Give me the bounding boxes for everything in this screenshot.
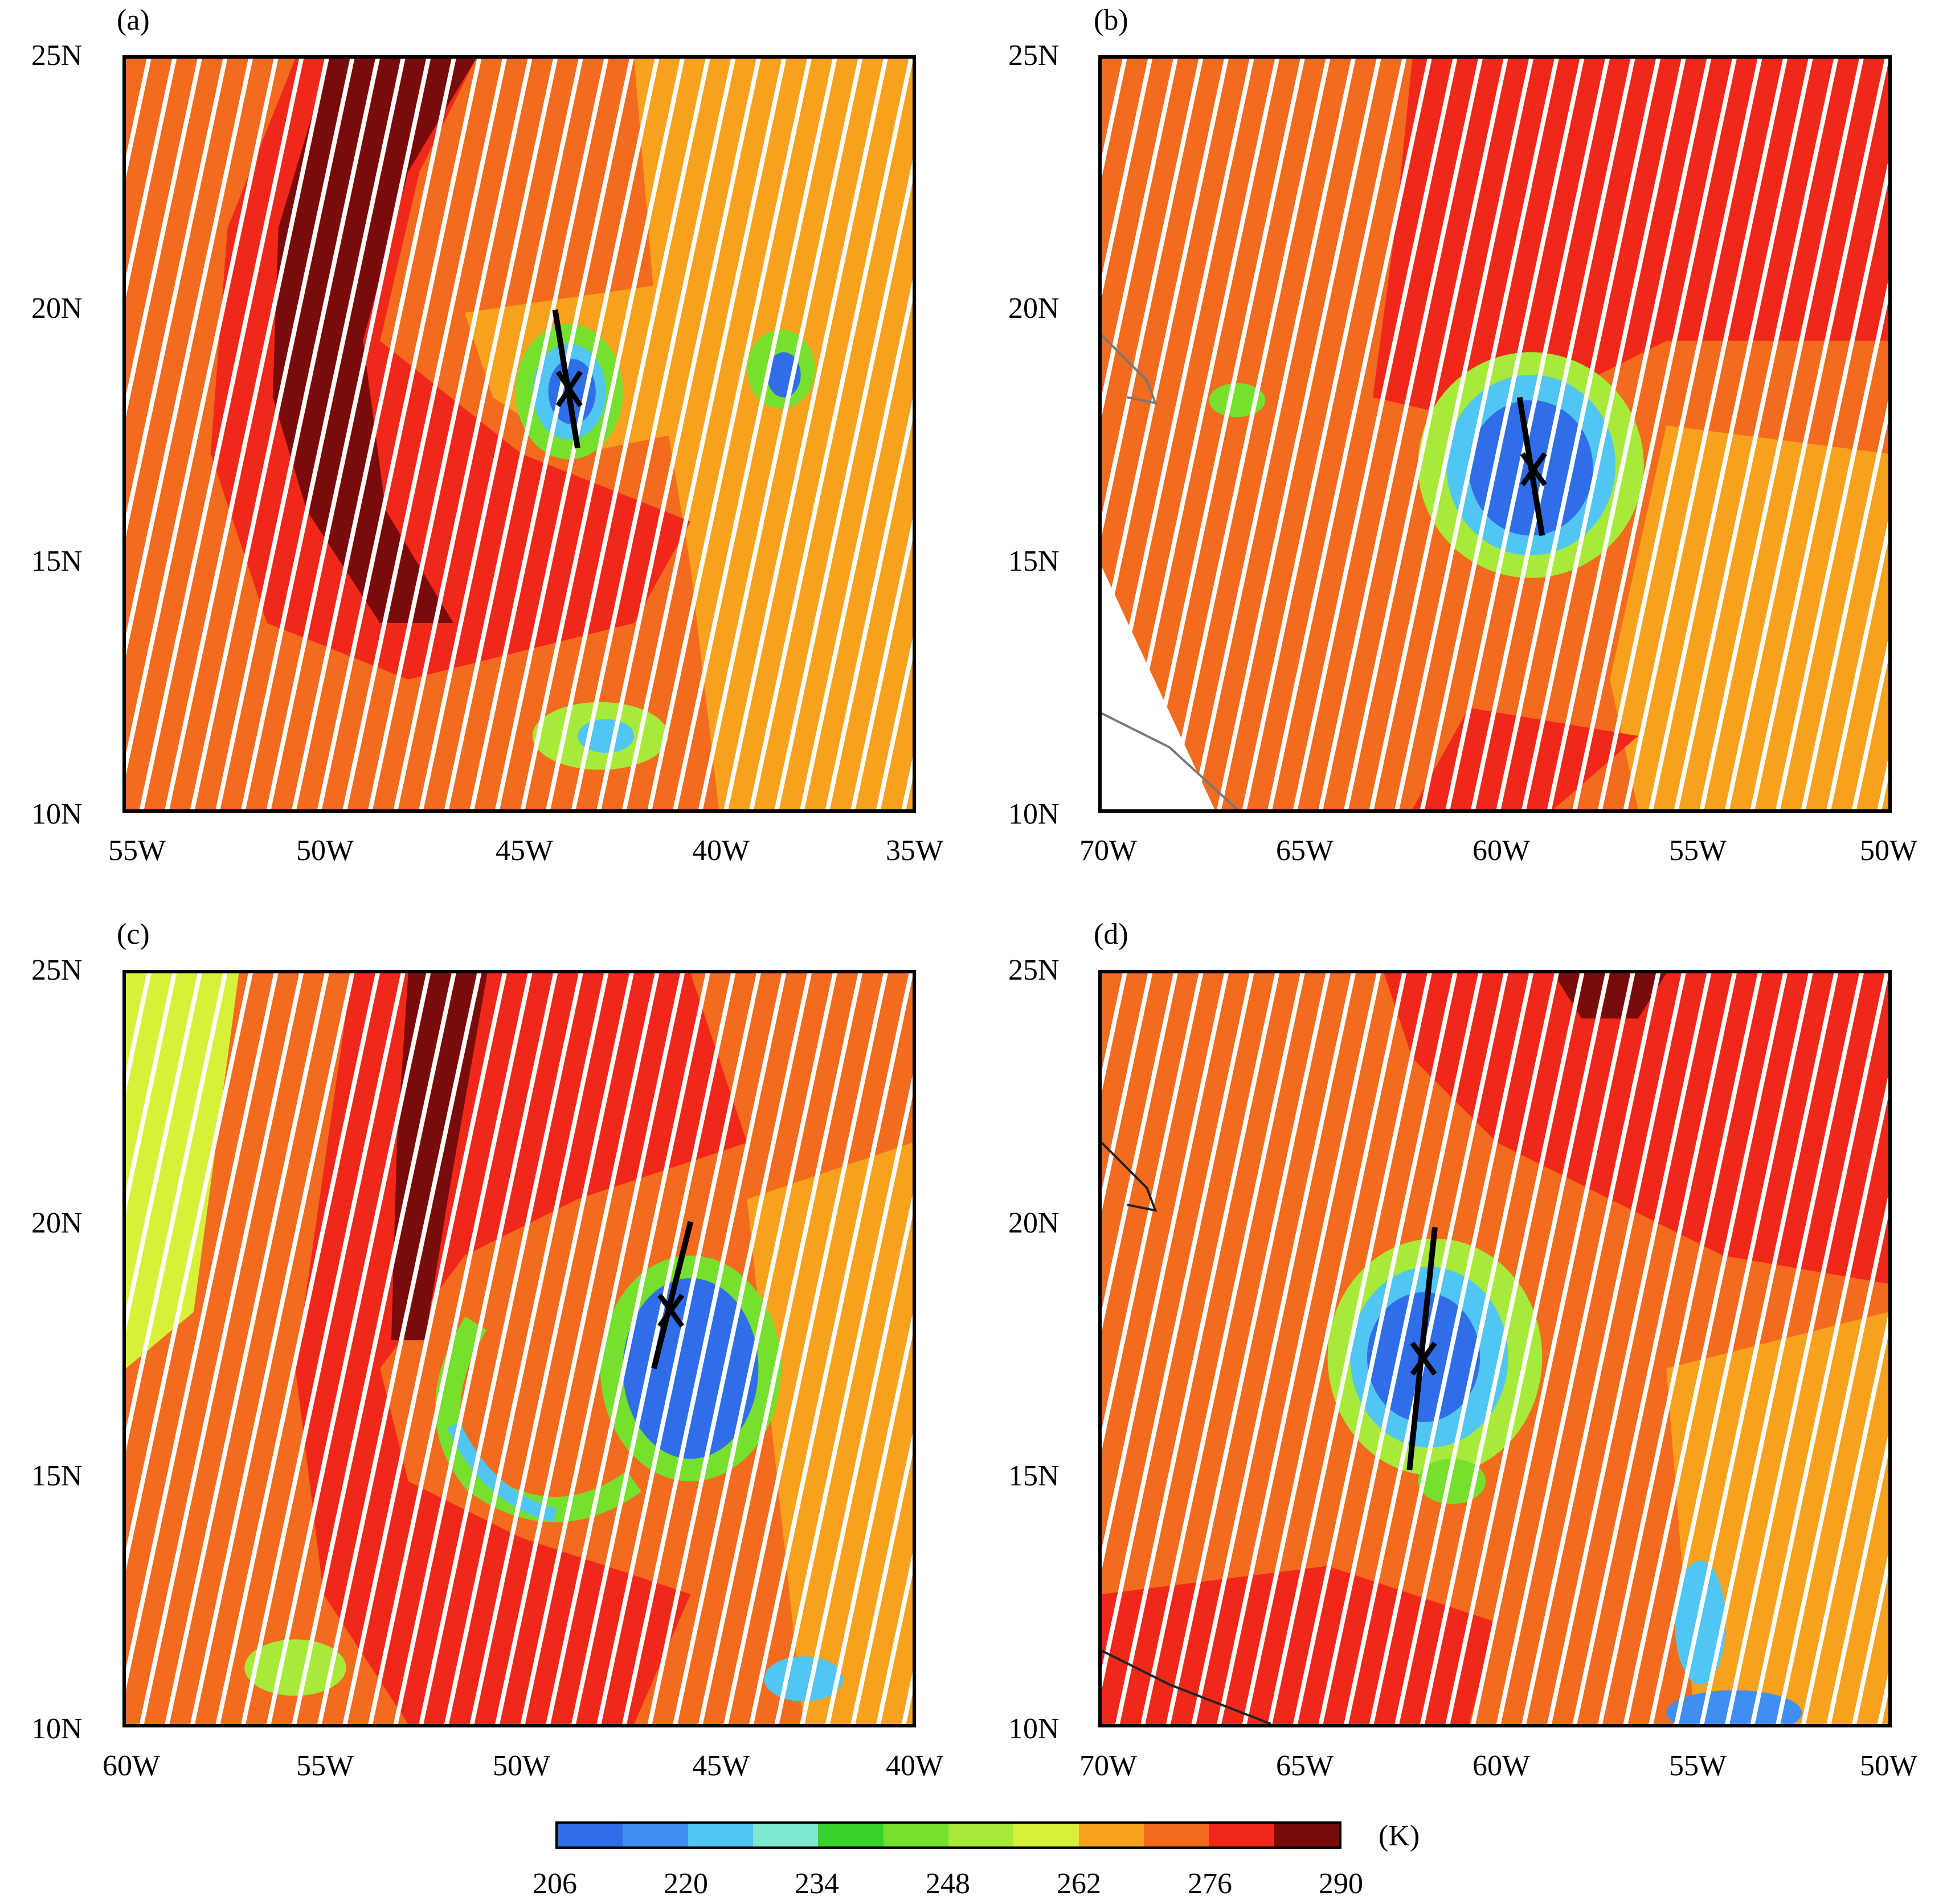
panel-d-lon-tick: 65W [1276,1750,1334,1782]
panel-a-lon-tick: 40W [692,834,750,867]
panel-b-label: (b) [1094,4,1128,36]
panel-a-lat-tick: 25N [31,39,83,72]
panel-c-lon-tick: 45W [692,1750,750,1782]
colorbar-swatch [1078,1824,1144,1846]
panel-d-label: (d) [1094,918,1128,951]
colorbar-swatch [818,1824,884,1846]
panel-a-map [122,55,916,813]
panel-c-lon-tick: 60W [103,1750,161,1782]
colorbar-tick: 290 [1319,1868,1363,1900]
panel-a-lon-tick: 45W [496,834,554,867]
panel-d-field [1102,973,1888,1724]
panel-d-lon-tick: 70W [1079,1750,1138,1782]
panel-a-lon-tick: 35W [886,834,944,867]
colorbar-tick: 220 [664,1868,708,1900]
panel-b-lon-tick: 70W [1079,834,1138,867]
panel-a-label: (a) [117,4,150,36]
colorbar-swatch [948,1824,1014,1846]
panel-b-lon-tick: 55W [1669,834,1727,867]
panel-a-field [126,59,913,809]
colorbar-swatch [623,1824,688,1846]
panel-b-lat-tick: 20N [1008,292,1060,325]
panel-d-lon-tick: 60W [1473,1750,1531,1782]
panel-d-map [1098,970,1892,1727]
panel-d-lon-tick: 50W [1860,1750,1918,1782]
panel-c-lat-tick: 20N [31,1207,83,1239]
panel-c-lat-tick: 25N [31,954,83,986]
panel-b-lon-tick: 60W [1473,834,1531,867]
colorbar-swatch [1274,1824,1339,1846]
colorbar-swatches [558,1824,1339,1846]
panel-b-lat-tick: 25N [1008,39,1060,72]
panel-d-lat-tick: 20N [1008,1207,1060,1239]
colorbar-tick: 262 [1057,1868,1101,1900]
panel-c-map [122,970,916,1727]
colorbar-tick: 206 [533,1868,577,1900]
panel-c-lon-tick: 55W [296,1750,354,1782]
colorbar-tick: 248 [926,1868,970,1900]
panel-c-lon-tick: 50W [493,1750,551,1782]
colorbar-tick: 276 [1188,1868,1232,1900]
panel-b-lon-tick: 50W [1860,834,1918,867]
panel-c-field [126,973,913,1724]
panel-d-lat-tick: 10N [1008,1713,1060,1745]
panel-c-lon-tick: 40W [886,1750,944,1782]
colorbar-swatch [1013,1824,1079,1846]
colorbar-swatch [1143,1824,1209,1846]
panel-d-lat-tick: 15N [1008,1460,1060,1492]
panel-b-map [1098,55,1892,813]
panel-b-lon-tick: 65W [1276,834,1334,867]
panel-d-lon-tick: 55W [1669,1750,1727,1782]
colorbar-unit: (K) [1379,1820,1420,1852]
panel-c-lat-tick: 15N [31,1460,83,1492]
colorbar-swatch [688,1824,753,1846]
panel-c-lat-tick: 10N [31,1713,83,1745]
panel-c-label: (c) [117,918,150,951]
panel-b-field [1102,59,1888,809]
panel-a-lat-tick: 20N [31,292,83,325]
panel-b-lat-tick: 15N [1008,545,1060,578]
colorbar-swatch [883,1824,948,1846]
panel-d-lat-tick: 25N [1008,954,1060,986]
panel-a-lat-tick: 15N [31,545,83,578]
panel-a-lat-tick: 10N [31,798,83,830]
colorbar-tick: 234 [795,1868,839,1900]
panel-a-lon-tick: 55W [108,834,166,867]
colorbar-swatch [558,1824,623,1846]
panel-b-lat-tick: 10N [1008,798,1060,830]
colorbar-swatch [752,1824,819,1846]
colorbar-swatch [1209,1824,1274,1846]
panel-a-lon-tick: 50W [296,834,354,867]
colorbar [555,1821,1341,1849]
